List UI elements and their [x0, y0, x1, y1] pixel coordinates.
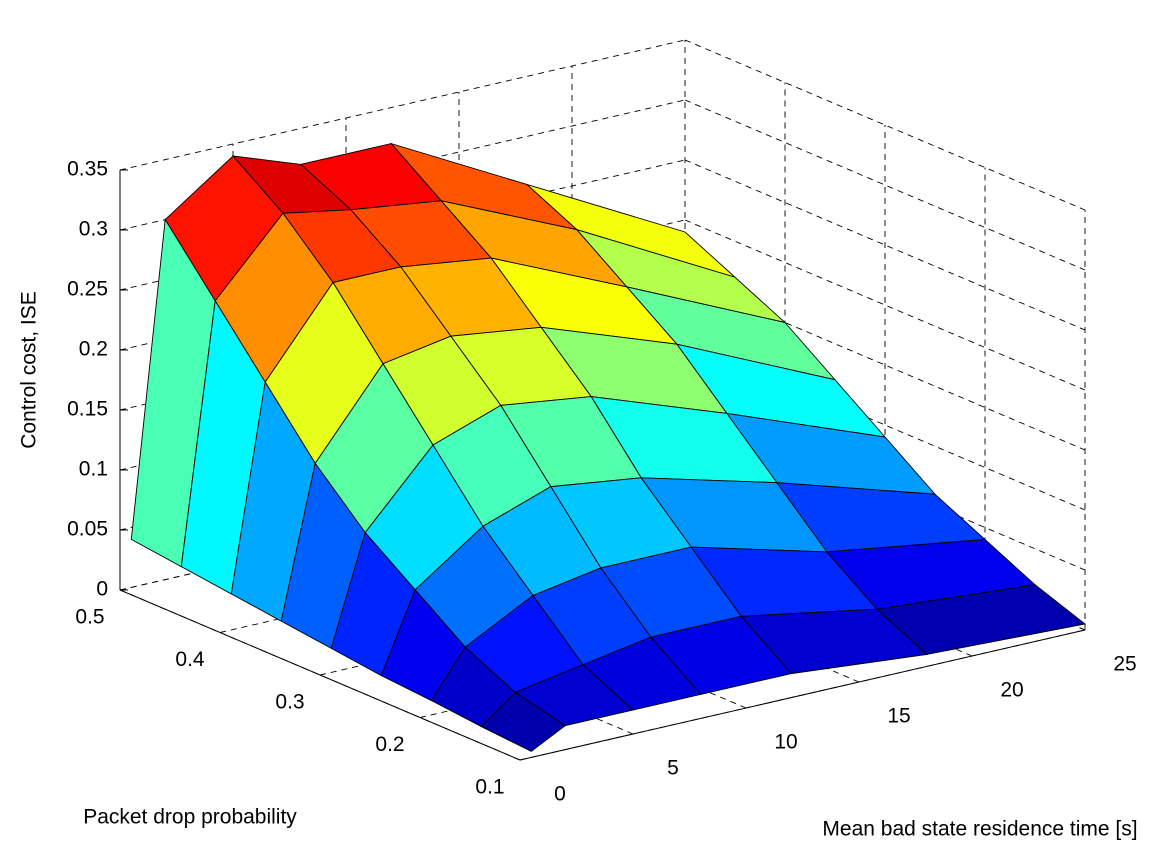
y-axis-title: Mean bad state residence time [s]: [822, 818, 1137, 841]
x-tick-label: 0.5: [75, 606, 104, 629]
z-tick-label: 0.1: [79, 458, 108, 481]
x-tick-label: 0.3: [275, 691, 304, 714]
z-tick-label: 0.3: [79, 218, 108, 241]
x-tick-label: 0.1: [475, 776, 504, 799]
x-axis-title: Packet drop probability: [83, 806, 297, 829]
z-tick-label: 0.35: [67, 158, 108, 181]
z-axis-title: Control cost, ISE: [18, 291, 41, 449]
axis-line: [119, 589, 521, 761]
x-tick-label: 0.2: [375, 733, 404, 756]
z-tick-label: 0.25: [67, 278, 108, 301]
y-tick-label: 25: [1113, 653, 1136, 676]
surface-patch: [480, 691, 566, 752]
z-tick-label: 0.2: [79, 338, 108, 361]
grid-line: [119, 39, 686, 171]
z-tick-label: 0: [96, 578, 108, 601]
z-tick-label: 0.05: [67, 518, 108, 541]
y-tick-label: 10: [774, 731, 797, 754]
y-tick-label: 15: [887, 705, 910, 728]
y-tick-label: 5: [667, 757, 679, 780]
x-tick-label: 0.4: [175, 648, 205, 671]
z-tick-label: 0.15: [67, 398, 108, 421]
axis-line: [519, 629, 1086, 761]
y-tick-label: 20: [1000, 679, 1023, 702]
y-tick-label: 0: [554, 783, 566, 806]
